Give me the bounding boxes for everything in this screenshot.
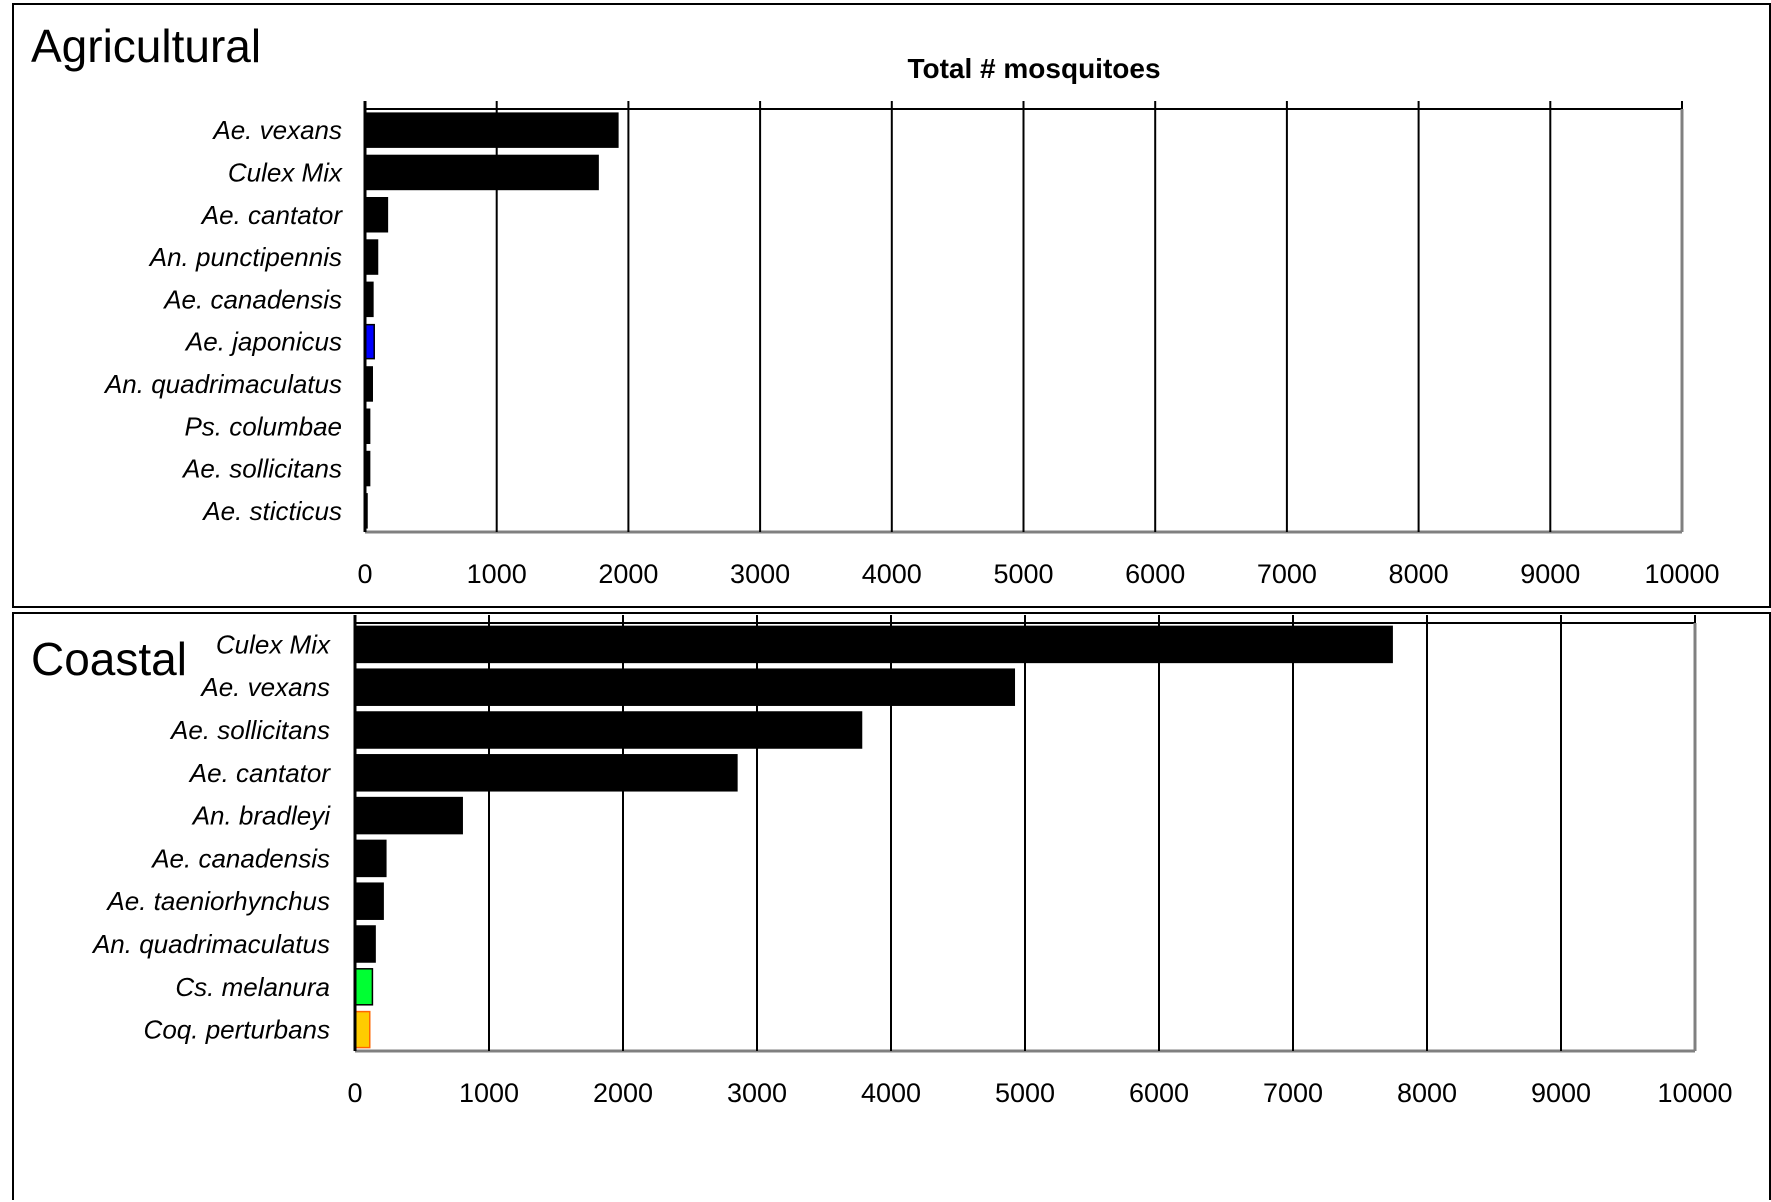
x-tick-label: 8000 xyxy=(1389,559,1449,589)
category-label: Culex Mix xyxy=(228,157,343,187)
x-tick-label: 1000 xyxy=(467,559,527,589)
x-tick-label: 9000 xyxy=(1520,559,1580,589)
category-label: An. quadrimaculatus xyxy=(103,369,342,399)
category-label: Ps. columbae xyxy=(184,411,342,441)
x-tick-label: 5000 xyxy=(995,1078,1055,1108)
x-tick-label: 10000 xyxy=(1657,1078,1732,1108)
coastal-bar-chart: 0 1000 2000 3000 4000 5000 6000 7000 8000 9000 100… xyxy=(91,615,1733,1108)
x-tick-label: 9000 xyxy=(1531,1078,1591,1108)
x-tick-label: 10000 xyxy=(1644,559,1719,589)
x-tick-label: 7000 xyxy=(1263,1078,1323,1108)
coastal-panel: Coastal Total # mosquitoes 0100020003000… xyxy=(12,612,1771,1200)
x-tick-label: 5000 xyxy=(993,559,1053,589)
category-label: Ae. sollicitans xyxy=(169,715,330,745)
x-tick-label: 0 xyxy=(347,1078,362,1108)
bar xyxy=(354,668,1016,706)
x-tick-label: 6000 xyxy=(1125,559,1185,589)
bar xyxy=(354,968,374,1006)
agricultural-bar-chart: 0 1000 2000 3000 4000 5000 6000 7000 8000 9000 100… xyxy=(103,101,1720,589)
category-label: Ae. cantator xyxy=(188,758,332,788)
bar xyxy=(364,197,389,233)
bar xyxy=(364,112,619,148)
category-label: Ae. sollicitans xyxy=(181,454,342,484)
bar xyxy=(364,154,599,191)
bar xyxy=(354,882,384,920)
category-label: Ae. canadensis xyxy=(162,284,342,314)
category-label: Ae. cantator xyxy=(200,200,344,230)
x-tick-label: 0 xyxy=(357,559,372,589)
category-label: An. punctipennis xyxy=(148,242,342,272)
bar xyxy=(354,711,863,749)
bar xyxy=(354,925,376,963)
category-label: Ae. canadensis xyxy=(150,843,330,873)
x-tick-label: 4000 xyxy=(862,559,922,589)
agricultural-panel: Agricultural Total # mosquitoes 0 1000 200… xyxy=(12,3,1771,608)
bar xyxy=(354,754,738,792)
x-tick-label: 4000 xyxy=(861,1078,921,1108)
x-tick-label: 3000 xyxy=(727,1078,787,1108)
category-label: Ae. vexans xyxy=(199,672,330,702)
category-label: Cs. melanura xyxy=(175,972,330,1002)
category-label: Culex Mix xyxy=(216,629,331,659)
category-label: Coq. perturbans xyxy=(144,1015,330,1045)
category-label: Ae. japonicus xyxy=(184,327,342,357)
bar xyxy=(354,796,463,835)
category-label: An. bradleyi xyxy=(191,801,332,831)
category-label: An. quadrimaculatus xyxy=(91,929,330,959)
x-tick-label: 6000 xyxy=(1129,1078,1189,1108)
x-tick-label: 2000 xyxy=(598,559,658,589)
bar xyxy=(364,239,379,275)
x-tick-label: 1000 xyxy=(459,1078,519,1108)
category-label: Ae. vexans xyxy=(211,115,342,145)
chart-title: Total # mosquitoes xyxy=(907,53,1161,84)
x-tick-label: 7000 xyxy=(1257,559,1317,589)
bar xyxy=(354,839,387,878)
panel-title: Coastal xyxy=(31,633,187,685)
x-tick-label: 8000 xyxy=(1397,1078,1457,1108)
bar xyxy=(354,1010,371,1049)
bar xyxy=(354,625,1393,664)
panel-title: Agricultural xyxy=(31,20,262,72)
x-tick-label: 3000 xyxy=(730,559,790,589)
category-label: Ae. taeniorhynchus xyxy=(105,886,330,916)
x-tick-label: 2000 xyxy=(593,1078,653,1108)
category-label: Ae. sticticus xyxy=(201,496,342,526)
